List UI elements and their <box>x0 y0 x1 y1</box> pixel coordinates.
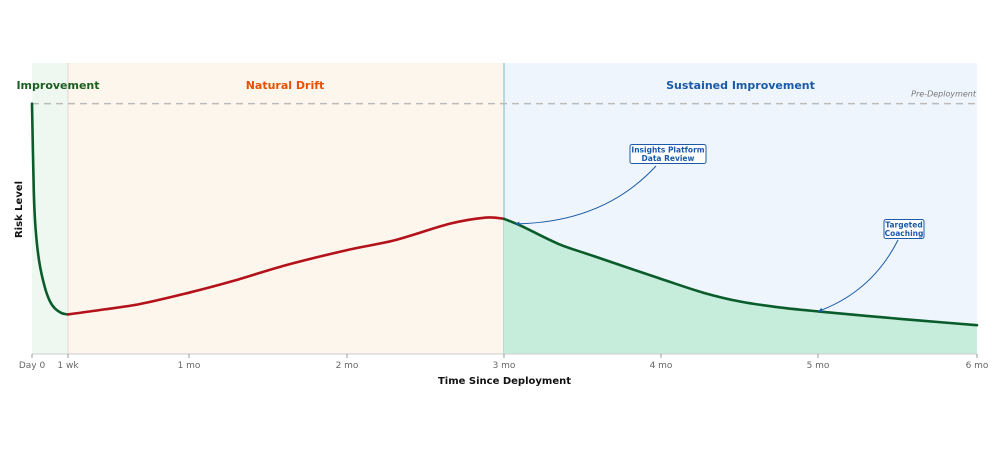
annotation-arrowhead-1 <box>818 307 823 312</box>
x-tick-label-2: 1 mo <box>178 361 201 371</box>
series-line-drift <box>66 216 506 316</box>
annotation-text-0-0: Insights Platform <box>631 146 704 155</box>
x-tick-label-5: 4 mo <box>650 361 673 371</box>
x-tick-label-4: 3 mo <box>493 361 516 371</box>
annotation-box-0 <box>629 144 707 164</box>
y-axis-title: Risk Level <box>14 181 25 238</box>
phase-band-1 <box>68 63 504 354</box>
phase-label-1: Natural Drift <box>246 79 325 92</box>
annotation-text-1-1: Coaching <box>885 229 924 238</box>
x-tick-label-1: 1 wk <box>57 361 79 371</box>
series-line-improvement <box>30 102 70 316</box>
x-tick-label-3: 2 mo <box>336 361 359 371</box>
phase-label-0: Improvement <box>16 79 99 92</box>
annotation-box-1 <box>883 219 925 239</box>
series-area-sustained <box>504 218 977 354</box>
x-tick-label-0: Day 0 <box>19 361 46 371</box>
phase-label-2: Sustained Improvement <box>666 79 815 92</box>
x-tick-label-7: 6 mo <box>966 361 989 371</box>
annotation-arrowhead-0 <box>514 221 520 226</box>
phase-band-0 <box>32 63 68 354</box>
pre-deployment-label: Pre-Deployment <box>911 90 977 99</box>
annotation-text-1-0: Targeted <box>885 221 922 230</box>
x-axis-title: Time Since Deployment <box>438 376 571 387</box>
annotation-text-0-1: Data Review <box>642 154 695 163</box>
annotation-arrow-0 <box>514 165 657 225</box>
annotation-arrow-1 <box>817 239 899 312</box>
series-line-sustained <box>502 217 979 327</box>
x-tick-label-6: 5 mo <box>807 361 830 371</box>
